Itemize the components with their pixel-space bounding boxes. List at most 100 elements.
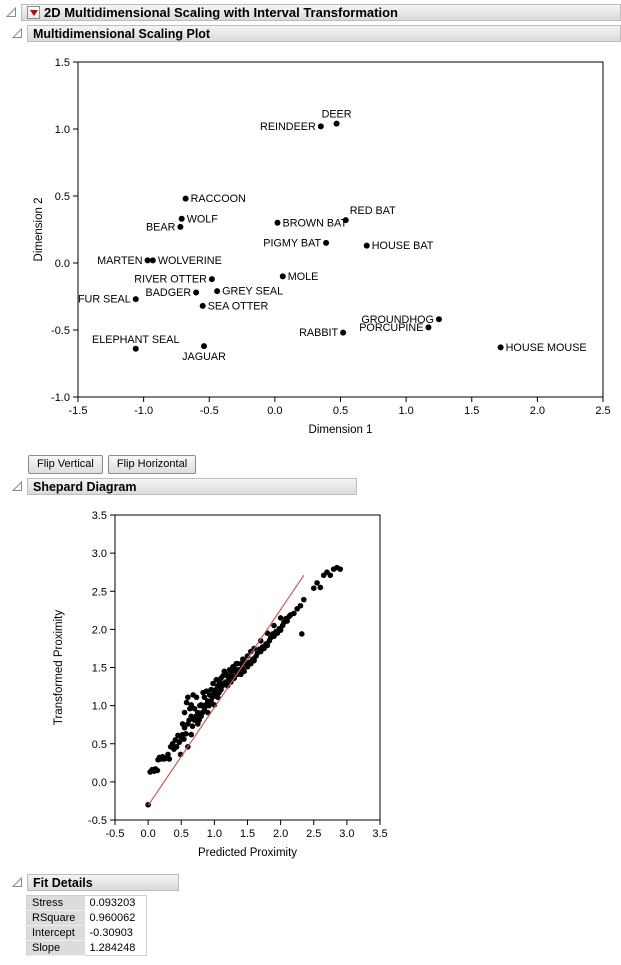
x-tick-label: -1.5 (69, 405, 88, 417)
y-tick-label: -0.5 (88, 815, 107, 827)
data-point[interactable] (195, 709, 201, 716)
disclosure-button-fit[interactable] (10, 876, 24, 890)
data-point[interactable] (182, 195, 189, 202)
data-point[interactable] (181, 709, 188, 716)
red-triangle-menu-button[interactable] (27, 6, 40, 19)
x-axis-title: Predicted Proximity (198, 847, 297, 859)
data-point[interactable] (257, 638, 264, 644)
data-point[interactable] (323, 239, 330, 246)
disclosure-button-mds[interactable] (10, 27, 24, 41)
data-point[interactable] (317, 123, 324, 130)
data-point[interactable] (435, 316, 442, 323)
data-point[interactable] (274, 219, 281, 226)
point-label: ELEPHANT SEAL (92, 334, 179, 346)
data-point[interactable] (210, 680, 216, 687)
mds-outline-header: Multidimensional Scaling Plot (10, 25, 621, 42)
data-point[interactable] (208, 276, 215, 283)
data-point[interactable] (279, 273, 286, 280)
data-point[interactable] (188, 731, 194, 738)
data-point[interactable] (327, 572, 334, 579)
shepard-header-bar: Shepard Diagram (27, 478, 357, 495)
data-point[interactable] (166, 756, 173, 762)
data-point[interactable] (363, 242, 370, 249)
data-point[interactable] (183, 731, 189, 737)
data-point[interactable] (206, 702, 212, 709)
data-point[interactable] (132, 345, 139, 352)
point-label: BROWN BAT (283, 217, 348, 229)
data-point[interactable] (340, 329, 347, 336)
data-point[interactable] (188, 713, 194, 720)
data-point[interactable] (201, 694, 208, 701)
data-point[interactable] (333, 120, 340, 127)
data-point[interactable] (193, 694, 200, 701)
point-label: MOLE (288, 271, 319, 283)
data-point[interactable] (189, 723, 196, 730)
flip-vertical-button[interactable]: Flip Vertical (28, 455, 103, 474)
data-point[interactable] (149, 257, 156, 264)
data-point[interactable] (173, 744, 180, 750)
mds-plot-canvas[interactable]: -1.5 -1.0 -0.5 0.0 0.5 1.0 1.5 2.0 2.5-1.0-0.50.… (28, 48, 613, 444)
data-point[interactable] (214, 694, 221, 701)
data-point[interactable] (214, 288, 221, 295)
data-point[interactable] (178, 215, 185, 222)
data-point[interactable] (301, 596, 307, 603)
data-point[interactable] (199, 302, 206, 309)
fit-outline-header: Fit Details (10, 874, 621, 891)
data-point[interactable] (251, 657, 257, 664)
data-point[interactable] (241, 668, 247, 675)
data-point[interactable] (342, 217, 349, 224)
data-point[interactable] (175, 732, 181, 739)
data-point[interactable] (181, 736, 187, 742)
data-point[interactable] (271, 622, 277, 629)
data-point[interactable] (264, 642, 271, 649)
shepard-section-title: Shepard Diagram (33, 479, 137, 494)
data-point[interactable] (297, 602, 304, 609)
disclosure-triangle-icon (5, 6, 16, 17)
data-point[interactable] (203, 688, 210, 694)
data-point[interactable] (193, 289, 200, 296)
y-axis-title: Dimension 2 (33, 198, 45, 262)
y-tick-label: 1.5 (92, 663, 107, 675)
x-tick-label: 2.5 (306, 828, 321, 840)
point-label: RABBIT (299, 327, 338, 339)
data-point[interactable] (224, 683, 231, 689)
point-label: FUR SEAL (78, 294, 131, 306)
fit-stat-label: RSquare (26, 910, 85, 926)
data-point[interactable] (198, 702, 204, 708)
data-point[interactable] (291, 610, 297, 617)
data-point[interactable] (277, 615, 284, 621)
data-point[interactable] (181, 724, 188, 731)
data-point[interactable] (144, 257, 151, 264)
data-point[interactable] (132, 296, 139, 303)
disclosure-button-shepard[interactable] (10, 480, 24, 494)
point-label: PIGMY BAT (263, 237, 321, 249)
data-point[interactable] (310, 585, 317, 591)
data-point[interactable] (177, 223, 184, 230)
data-point[interactable] (497, 344, 504, 351)
data-point[interactable] (188, 702, 194, 708)
x-tick-label: 0.5 (174, 828, 189, 840)
disclosure-button-main[interactable] (4, 6, 18, 20)
flip-horizontal-button[interactable]: Flip Horizontal (107, 455, 197, 474)
data-point[interactable] (183, 699, 190, 706)
data-point[interactable] (201, 343, 207, 350)
data-point[interactable] (425, 324, 432, 331)
data-point[interactable] (284, 618, 291, 624)
y-tick-label: -0.5 (51, 325, 70, 337)
data-point[interactable] (317, 584, 324, 591)
shepard-plot-canvas[interactable]: -0.5 0.0 0.5 1.0 1.5 2.0 2.5 3.0 3.5 -0.5 0.0 0.5 1.… (30, 501, 430, 867)
y-tick-label: 2.5 (92, 586, 107, 598)
data-point[interactable] (154, 767, 161, 774)
data-point[interactable] (314, 580, 320, 586)
data-point[interactable] (191, 705, 198, 712)
fit-section-title: Fit Details (33, 875, 93, 890)
fit-stat-value: 0.093203 (89, 897, 136, 910)
data-point[interactable] (165, 751, 171, 758)
data-point[interactable] (208, 686, 214, 693)
data-point[interactable] (204, 709, 211, 716)
data-point[interactable] (299, 631, 305, 637)
fit-stat-label: Intercept (26, 925, 85, 941)
data-point[interactable] (277, 627, 284, 633)
data-point[interactable] (337, 566, 344, 572)
data-point[interactable] (185, 694, 191, 701)
